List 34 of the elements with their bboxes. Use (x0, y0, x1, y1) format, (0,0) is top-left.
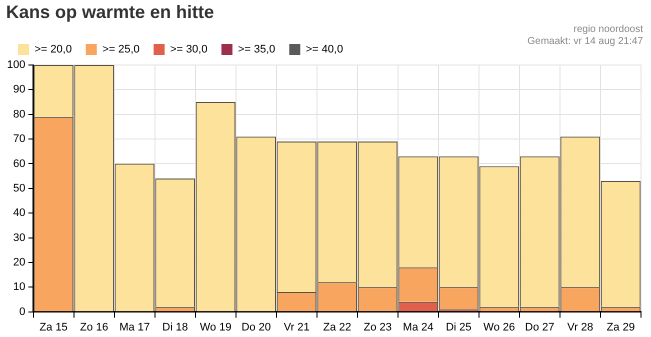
legend-label: >= 20,0 (34, 44, 72, 56)
y-tick-label: 10 (13, 281, 26, 294)
y-tick-label: 70 (13, 133, 26, 146)
y-tick-label: 20 (13, 256, 26, 268)
x-tick-label: Di 18 (162, 321, 188, 334)
text: regio noordoost (572, 24, 643, 36)
x-tick-label: Ma 24 (402, 321, 434, 334)
y-tick-label: 100 (6, 59, 26, 72)
legend-label: >= 30,0 (170, 44, 208, 56)
x-tick-label: Di 25 (446, 321, 472, 334)
y-tick-label: 80 (13, 108, 26, 120)
legend-label: >= 25,0 (102, 44, 140, 56)
x-tick-label: Za 29 (606, 321, 635, 334)
x-tick-label: Do 27 (525, 321, 554, 334)
x-tick-label: Wo 19 (200, 321, 232, 334)
x-tick-label: Za 22 (323, 321, 352, 334)
y-tick-label: 30 (13, 232, 26, 244)
text: Gemaakt: vr 14 aug 21:47 (527, 36, 643, 48)
x-tick-label: Zo 23 (364, 321, 392, 334)
x-tick-label: Ma 17 (119, 321, 150, 334)
y-tick-label: 90 (13, 84, 26, 96)
chart-title: Kans op warmte en hitte (6, 2, 214, 23)
y-tick-label: 60 (13, 158, 26, 170)
x-tick-label: Wo 26 (483, 321, 516, 334)
legend-label: >= 40,0 (306, 44, 344, 56)
x-tick-label: Zo 16 (80, 321, 108, 334)
x-tick-label: Vr 21 (284, 321, 310, 334)
y-tick-label: 40 (13, 207, 26, 220)
x-tick-label: Do 20 (241, 321, 271, 334)
y-tick-label: 50 (13, 182, 26, 194)
x-tick-label: Za 15 (40, 321, 68, 334)
y-tick-label: 0 (19, 306, 26, 318)
legend-label: >= 35,0 (238, 44, 276, 56)
x-tick-label: Vr 28 (567, 321, 594, 334)
